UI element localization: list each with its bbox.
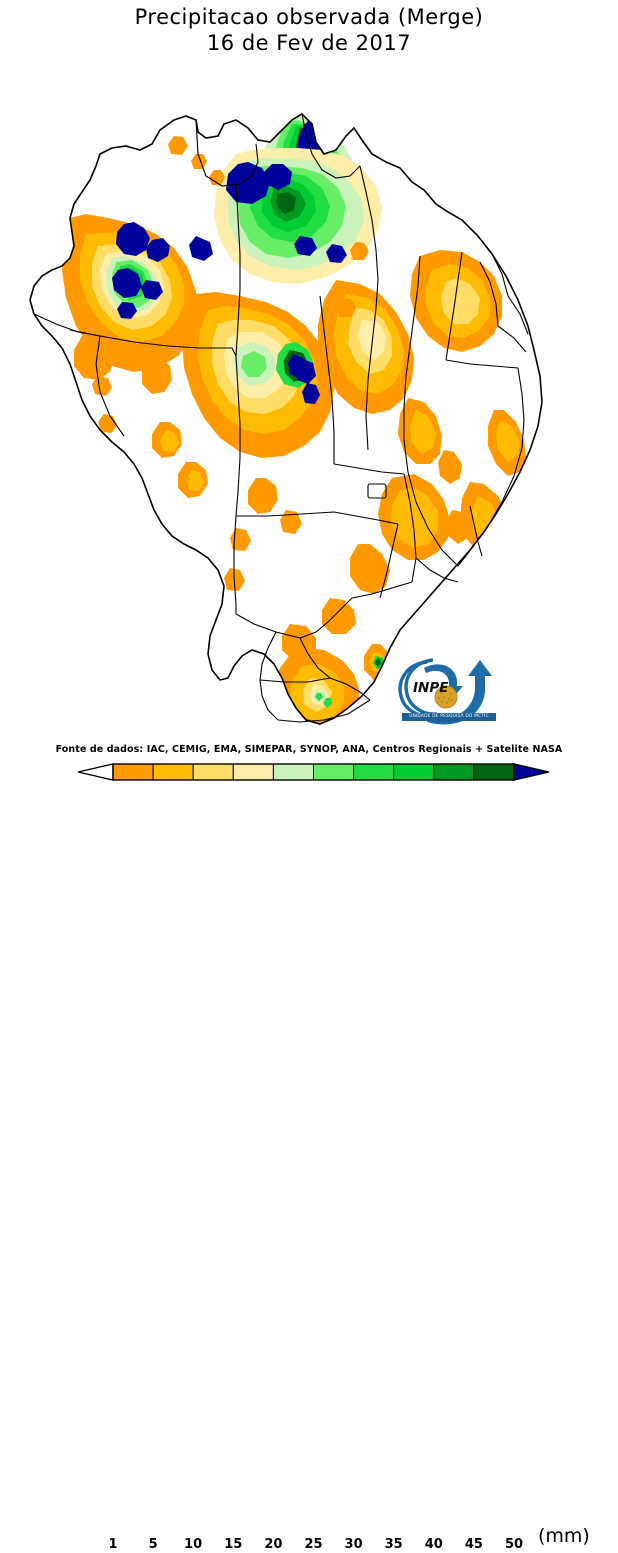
colorbar: 1 5 10 15 20 25 30 35 40 45 50 (mm): [0, 760, 618, 1552]
colorbar-over-arrow: [513, 763, 550, 781]
colorbar-unit-label: (mm): [538, 1525, 590, 1547]
title-date: 16 de Fev de 2017: [206, 31, 412, 55]
precip-scattered-patches: [142, 136, 369, 591]
inpe-wordmark: INPE: [413, 680, 449, 696]
map-canvas: [0, 58, 618, 733]
precip-cell-mato-grosso: [182, 292, 334, 458]
data-source-text: Fonte de dados: IAC, CEMIG, EMA, SIMEPAR…: [55, 744, 563, 755]
precipitation-map-page: Precipitacao observada (Merge) 16 de Fev…: [0, 4, 618, 1552]
precip-cell-rondonia: [74, 336, 135, 433]
colorbar-svg: [77, 763, 550, 781]
precip-cell-para: [189, 148, 382, 284]
precipitation-field: [62, 114, 526, 724]
colorbar-tick-labels: 1 5 10 15 20 25 30 35 40 45 50: [0, 1537, 618, 1553]
inpe-logo: INPE UNIDADE DE PESQUISA DO MCTIC: [393, 652, 505, 726]
colorbar-bin: [272, 763, 314, 781]
page-title: Precipitacao observada (Merge) 16 de Fev…: [0, 4, 618, 56]
colorbar-tick: 25: [304, 1537, 323, 1552]
colorbar-bin: [232, 763, 274, 781]
sun-sphere-icon: [435, 686, 457, 708]
state-borders: [33, 113, 529, 723]
inpe-banner-text: UNIDADE DE PESQUISA DO MCTIC: [402, 713, 496, 721]
colorbar-tick: 35: [384, 1537, 403, 1552]
colorbar-bin: [313, 763, 355, 781]
colorbar-bin: [393, 763, 435, 781]
brazil-national-border: [29, 112, 543, 725]
colorbar-bin: [152, 763, 194, 781]
colorbar-tick: 45: [464, 1537, 483, 1552]
colorbar-bin: [473, 763, 515, 781]
brazil-precipitation-map: [0, 58, 618, 733]
colorbar-frame: [112, 763, 515, 781]
colorbar-bin: [353, 763, 395, 781]
colorbar-tick: 5: [148, 1537, 158, 1552]
precip-cell-nw-amazon: [62, 214, 198, 372]
colorbar-tick: 40: [424, 1537, 443, 1552]
colorbar-tick: 30: [344, 1537, 363, 1552]
colorbar-bin: [433, 763, 475, 781]
colorbar-under-arrow: [77, 763, 114, 781]
title-variable: Precipitacao observada (Merge): [134, 5, 484, 29]
colorbar-tick: 1: [108, 1537, 118, 1552]
colorbar-bins: [112, 763, 515, 781]
precip-cell-bahia-coast: [398, 398, 526, 556]
colorbar-tick: 20: [264, 1537, 283, 1552]
precip-cell-nordeste-norte: [410, 250, 502, 352]
colorbar-tick: 15: [224, 1537, 243, 1552]
precip-cell-sudeste: [350, 474, 470, 594]
colorbar-bin: [192, 763, 234, 781]
colorbar-tick: 10: [184, 1537, 203, 1552]
colorbar-tick: 50: [504, 1537, 524, 1552]
arrow-up-icon: [427, 660, 492, 725]
colorbar-bin: [112, 763, 154, 781]
